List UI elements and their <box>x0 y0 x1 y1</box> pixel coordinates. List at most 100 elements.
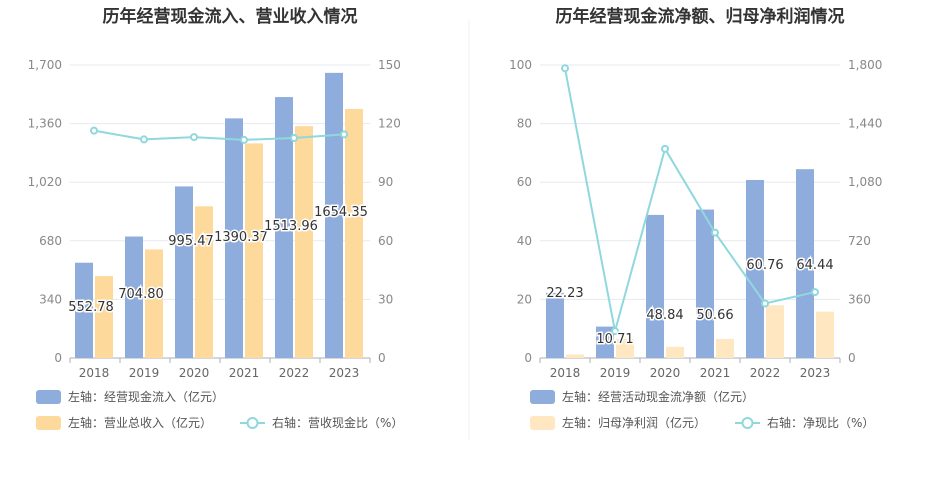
x-axis-tick: 2018 <box>550 366 581 380</box>
x-axis-tick: 2020 <box>179 366 210 380</box>
ratio-point <box>661 144 669 153</box>
chart-title: 历年经营现金流入、营业收入情况 <box>103 6 358 27</box>
x-axis-tick: 2020 <box>650 366 681 380</box>
ratio-point <box>90 126 98 135</box>
bar-secondary <box>345 108 363 358</box>
right-axis-tick: 0 <box>378 351 386 365</box>
bar-secondary <box>295 126 313 358</box>
bar-primary <box>75 262 93 358</box>
bar-primary <box>796 169 814 358</box>
ratio-point <box>140 135 148 144</box>
right-axis-tick: 360 <box>848 292 871 306</box>
legend-entry: 左轴：营业总收入（亿元） <box>68 415 212 430</box>
right-axis-tick: 60 <box>378 234 393 248</box>
ratio-point <box>190 133 198 142</box>
legend-entry: 左轴：归母净利润（亿元） <box>562 415 706 430</box>
ratio-point <box>561 64 569 73</box>
x-axis-tick: 2021 <box>229 366 260 380</box>
bar-secondary <box>145 249 163 358</box>
bar-secondary <box>195 206 213 358</box>
bar-secondary <box>95 276 113 358</box>
right-axis-tick: 1,800 <box>848 58 882 72</box>
legend-entry: 左轴：经营活动现金流净额（亿元） <box>562 389 754 404</box>
ratio-point <box>611 327 619 336</box>
left-axis-tick: 40 <box>517 234 532 248</box>
legend-swatch-marker <box>246 417 259 429</box>
left-axis-tick: 340 <box>39 292 62 306</box>
legend-entry: 右轴：营收现金比（%） <box>272 415 403 430</box>
right-axis-tick: 720 <box>848 234 871 248</box>
bar-secondary <box>766 305 784 358</box>
data-label: 64.44 <box>796 258 833 273</box>
left-axis-tick: 0 <box>524 351 532 365</box>
bar-primary <box>696 209 714 358</box>
x-axis-tick: 2022 <box>750 366 781 380</box>
bar-primary <box>275 97 293 358</box>
chart-1: 历年经营现金流入、营业收入情况 0 340 680 1,020 1,360 1,700 0 30… <box>28 6 403 430</box>
ratio-line <box>93 129 345 141</box>
legend-entry: 右轴：净现比（%） <box>767 415 874 430</box>
left-axis-tick: 1,700 <box>28 58 62 72</box>
data-label: 10.71 <box>596 332 633 347</box>
legend-entry: 左轴：经营现金流入（亿元） <box>68 389 224 404</box>
left-axis-tick: 0 <box>54 351 62 365</box>
bar-primary <box>325 72 343 358</box>
x-axis-tick: 2023 <box>800 366 831 380</box>
bar-primary <box>596 326 614 358</box>
bar-primary <box>225 118 243 359</box>
x-axis-tick: 2023 <box>329 366 360 380</box>
ratio-point <box>711 228 719 237</box>
left-axis-tick: 100 <box>509 58 532 72</box>
legend-swatch <box>36 390 61 404</box>
bar-secondary <box>666 346 684 358</box>
legend-swatch <box>530 390 555 404</box>
ratio-point <box>340 130 348 139</box>
left-axis-tick: 80 <box>517 117 532 131</box>
ratio-line <box>564 68 816 332</box>
data-label: 50.66 <box>696 308 733 323</box>
legend-swatch <box>530 416 555 430</box>
right-axis-tick: 150 <box>378 58 401 72</box>
right-axis-tick: 90 <box>378 175 393 189</box>
bar-primary <box>175 186 193 358</box>
bar-primary <box>546 292 564 358</box>
bar-secondary <box>566 354 584 358</box>
ratio-point <box>240 135 248 144</box>
legend-swatch-marker <box>741 417 754 429</box>
data-label: 995.47 <box>168 234 214 249</box>
data-label: 60.76 <box>746 258 783 273</box>
ratio-point <box>811 288 819 297</box>
data-label: 1513.96 <box>264 219 318 234</box>
bar-secondary <box>716 338 734 358</box>
chart-2: 历年经营现金流净额、归母净利润情况 0 20 40 60 80 100 0 360 720 1,08… <box>509 6 882 430</box>
chart-title: 历年经营现金流净额、归母净利润情况 <box>556 6 845 27</box>
right-axis-tick: 1,080 <box>848 175 882 189</box>
data-label: 704.80 <box>118 287 164 302</box>
left-axis-tick: 680 <box>39 234 62 248</box>
bar-secondary <box>616 338 634 358</box>
x-axis-tick: 2019 <box>129 366 160 380</box>
bar-primary <box>125 236 143 358</box>
data-label: 48.84 <box>646 308 683 323</box>
legend-swatch <box>36 416 61 430</box>
x-axis-tick: 2019 <box>600 366 631 380</box>
bar-secondary <box>816 311 834 358</box>
left-axis-tick: 60 <box>517 175 532 189</box>
x-axis-tick: 2018 <box>79 366 110 380</box>
right-axis-tick: 0 <box>848 351 856 365</box>
x-axis-tick: 2021 <box>700 366 731 380</box>
ratio-point <box>761 299 769 308</box>
bar-secondary <box>245 143 263 358</box>
bar-primary <box>746 179 764 358</box>
right-axis-tick: 120 <box>378 117 401 131</box>
bar-primary <box>646 214 664 358</box>
left-axis-tick: 1,020 <box>28 175 62 189</box>
data-label: 1390.37 <box>214 230 268 245</box>
data-label: 22.23 <box>546 286 583 301</box>
left-axis-tick: 20 <box>517 292 532 306</box>
ratio-point <box>290 134 298 143</box>
right-axis-tick: 30 <box>378 292 393 306</box>
data-label: 552.78 <box>68 300 114 315</box>
